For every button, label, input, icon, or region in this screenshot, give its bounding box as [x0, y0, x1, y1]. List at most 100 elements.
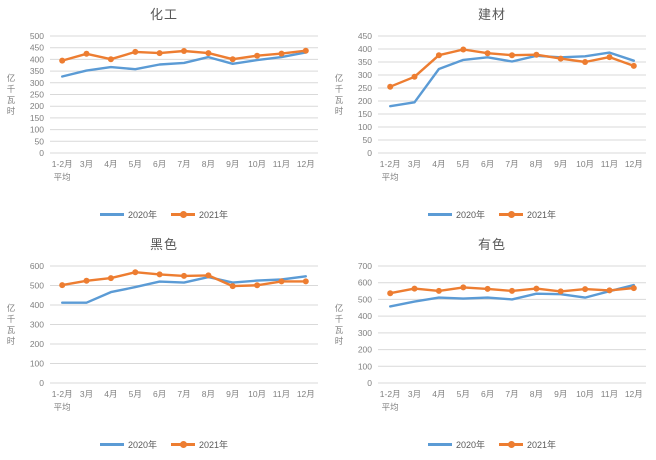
series-marker	[229, 283, 236, 290]
x-tick-label: 平均	[54, 172, 71, 182]
x-tick-label: 12月	[297, 159, 315, 169]
chart-title: 化工	[149, 7, 178, 22]
x-tick-label: 6月	[153, 389, 166, 399]
x-tick-label: 平均	[382, 172, 399, 182]
series-marker	[630, 285, 637, 292]
series-marker	[533, 285, 540, 292]
legend-label-2021: 2021年	[527, 439, 557, 450]
legend-item-2021: 2021年	[171, 208, 228, 221]
series-marker	[107, 275, 114, 282]
series-marker	[181, 272, 187, 279]
series-marker	[582, 286, 589, 293]
x-tick-label: 11月	[273, 159, 290, 169]
x-tick-label: 6月	[481, 389, 494, 399]
series-marker	[132, 269, 139, 276]
series-marker	[254, 52, 261, 59]
x-tick-label: 6月	[153, 159, 166, 169]
x-tick-label: 1-2月	[52, 159, 73, 169]
legend-item-2021: 2021年	[171, 438, 228, 451]
y-tick-label: 400	[30, 300, 44, 310]
x-tick-label: 1-2月	[380, 389, 401, 399]
y-tick-label: 400	[358, 44, 372, 54]
y-tick-label: 50	[363, 135, 373, 145]
series-marker	[83, 50, 90, 57]
x-tick-label: 平均	[382, 402, 399, 412]
y-tick-label: 500	[30, 281, 44, 291]
series-marker	[484, 285, 491, 292]
series-marker	[411, 73, 418, 80]
series-marker	[460, 46, 467, 53]
chart-title: 有色	[477, 237, 506, 252]
y-axis-label-char: 亿	[7, 303, 16, 313]
y-tick-label: 100	[30, 359, 44, 369]
y-tick-label: 50	[35, 136, 45, 146]
x-tick-label: 4月	[104, 159, 117, 169]
y-axis-label-char: 时	[7, 336, 16, 346]
x-tick-label: 9月	[226, 159, 239, 169]
series-marker	[484, 50, 491, 57]
legend-item-2021: 2021年	[499, 438, 556, 451]
y-tick-label: 300	[358, 70, 372, 80]
legend-line-marker-2021-icon	[171, 440, 195, 448]
y-axis-label-char: 千	[335, 314, 344, 324]
legend-label-2021: 2021年	[199, 209, 229, 220]
series-marker	[278, 50, 285, 57]
x-tick-label: 9月	[554, 159, 567, 169]
x-tick-label: 8月	[530, 389, 543, 399]
x-tick-label: 平均	[54, 402, 71, 412]
x-tick-label: 5月	[129, 389, 142, 399]
legend-label-2020: 2020年	[455, 439, 485, 450]
legend-line-2020-icon	[99, 212, 124, 216]
x-tick-label: 5月	[457, 389, 470, 399]
x-tick-label: 10月	[248, 389, 266, 399]
x-tick-label: 1-2月	[380, 159, 401, 169]
y-axis-label-char: 亿	[7, 73, 16, 83]
x-tick-label: 12月	[297, 389, 315, 399]
y-axis-label-char: 亿	[335, 303, 344, 313]
y-tick-label: 0	[39, 148, 44, 158]
chart-title: 黑色	[149, 237, 178, 252]
y-tick-label: 400	[358, 311, 372, 321]
series-marker	[606, 54, 613, 61]
x-tick-label: 10月	[576, 389, 594, 399]
legend-item-2020: 2020年	[427, 438, 485, 451]
y-tick-label: 0	[39, 378, 44, 388]
chart-legend: 2020年 2021年	[0, 430, 328, 458]
series-marker	[533, 51, 540, 58]
y-tick-label: 100	[358, 361, 372, 371]
y-tick-label: 600	[358, 278, 372, 288]
chart-nonferrous: 有色 0 100 200 300 400 500 600 700 亿千瓦时 1-2月 平均 3月 4月 5…	[328, 230, 656, 460]
y-tick-label: 0	[367, 148, 372, 158]
x-tick-label: 7月	[177, 389, 190, 399]
y-tick-label: 600	[30, 261, 44, 271]
y-tick-label: 200	[30, 101, 44, 111]
y-tick-label: 100	[30, 125, 44, 135]
y-tick-label: 300	[358, 328, 372, 338]
legend-label-2020: 2020年	[455, 209, 485, 220]
y-tick-label: 0	[367, 378, 372, 388]
x-tick-label: 3月	[408, 389, 421, 399]
x-tick-label: 11月	[273, 389, 290, 399]
legend-item-2020: 2020年	[99, 208, 157, 221]
x-tick-label: 7月	[505, 389, 518, 399]
line-chart-svg: 050100150200250300350400450500亿千瓦时1-2月平均…	[7, 31, 318, 182]
y-tick-label: 450	[358, 31, 372, 41]
series-marker	[302, 278, 309, 285]
series-marker	[435, 287, 442, 294]
y-tick-label: 200	[358, 96, 372, 106]
chart-plot-area: 0 50 100 150 200 250 300 350 400 450 500 亿千瓦时 1-2月 平均…	[0, 28, 328, 200]
series-marker	[582, 59, 589, 65]
chart-legend: 2020年 2021年	[0, 200, 328, 228]
y-tick-label: 100	[358, 122, 372, 132]
series-marker	[132, 48, 139, 55]
y-tick-label: 350	[30, 66, 44, 76]
series-line-2020年	[389, 51, 635, 108]
y-axis-label-char: 时	[7, 106, 16, 116]
series-marker	[302, 47, 309, 54]
series-marker	[205, 50, 212, 57]
legend-item-2020: 2020年	[99, 438, 157, 451]
legend-label-2020: 2020年	[127, 439, 157, 450]
chart-plot-area: 0 100 200 300 400 500 600 亿千瓦时 1-2月 平均 3月 4月 5月 6月 7月 8…	[0, 258, 328, 430]
series-marker	[509, 287, 515, 294]
